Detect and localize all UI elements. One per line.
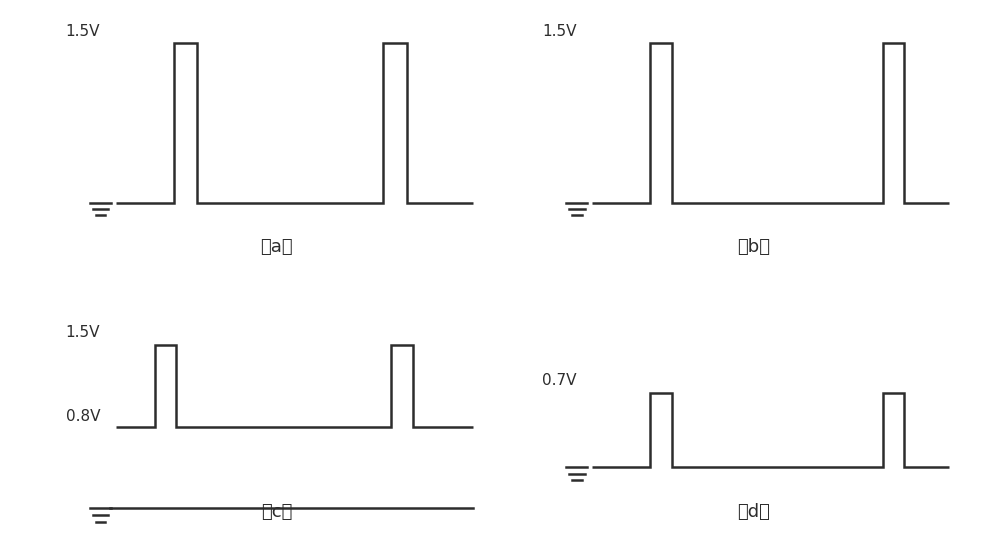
Text: 0.8V: 0.8V — [66, 409, 100, 424]
Text: 1.5V: 1.5V — [66, 325, 100, 340]
Text: （a）: （a） — [261, 238, 293, 256]
Text: （c）: （c） — [261, 503, 293, 521]
Text: （b）: （b） — [737, 238, 770, 256]
Text: （d）: （d） — [737, 503, 770, 521]
Text: 0.7V: 0.7V — [542, 373, 576, 389]
Text: 1.5V: 1.5V — [542, 24, 576, 38]
Text: 1.5V: 1.5V — [66, 24, 100, 38]
